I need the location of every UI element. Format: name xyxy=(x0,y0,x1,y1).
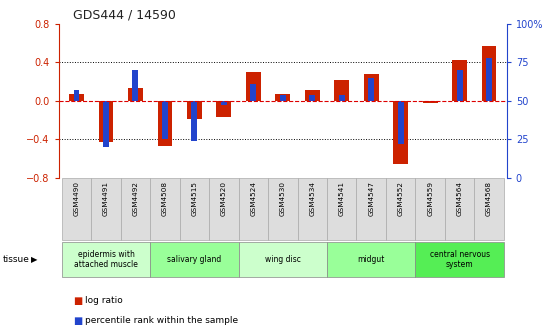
Text: GSM4530: GSM4530 xyxy=(280,181,286,216)
Text: GSM4524: GSM4524 xyxy=(250,181,256,216)
Bar xyxy=(62,178,91,240)
Bar xyxy=(250,84,256,101)
Bar xyxy=(457,70,463,101)
Bar xyxy=(103,101,109,147)
Bar xyxy=(327,178,357,240)
Bar xyxy=(398,101,404,144)
Bar xyxy=(280,95,286,101)
Bar xyxy=(239,178,268,240)
Bar xyxy=(69,94,84,101)
Bar xyxy=(121,178,150,240)
Bar xyxy=(416,178,445,240)
Bar xyxy=(221,101,227,106)
Bar xyxy=(187,101,202,119)
Bar xyxy=(386,178,416,240)
Text: salivary gland: salivary gland xyxy=(167,255,222,264)
Text: ■: ■ xyxy=(73,296,82,306)
Text: GSM4534: GSM4534 xyxy=(309,181,315,216)
Bar xyxy=(309,95,315,101)
Bar xyxy=(217,101,231,117)
Bar xyxy=(486,57,492,101)
Bar xyxy=(192,101,197,141)
Bar xyxy=(246,72,261,101)
Bar xyxy=(209,178,239,240)
Bar xyxy=(73,90,80,101)
Text: GSM4491: GSM4491 xyxy=(103,181,109,216)
Text: GSM4492: GSM4492 xyxy=(132,181,138,216)
Bar xyxy=(150,178,180,240)
Text: GSM4552: GSM4552 xyxy=(398,181,404,216)
Bar xyxy=(364,74,379,101)
Text: GSM4564: GSM4564 xyxy=(456,181,463,216)
Bar xyxy=(393,101,408,164)
Text: central nervous
system: central nervous system xyxy=(430,250,489,269)
Text: midgut: midgut xyxy=(357,255,385,264)
Text: GSM4490: GSM4490 xyxy=(73,181,80,216)
Text: GDS444 / 14590: GDS444 / 14590 xyxy=(73,8,176,22)
Bar xyxy=(482,46,497,101)
Text: percentile rank within the sample: percentile rank within the sample xyxy=(85,317,238,325)
Text: log ratio: log ratio xyxy=(85,296,123,305)
Bar xyxy=(423,101,437,103)
Bar xyxy=(133,70,138,101)
Bar xyxy=(452,60,467,101)
Bar xyxy=(305,90,320,101)
Bar xyxy=(297,178,327,240)
Text: GSM4568: GSM4568 xyxy=(486,181,492,216)
Text: GSM4559: GSM4559 xyxy=(427,181,433,216)
Text: epidermis with
attached muscle: epidermis with attached muscle xyxy=(74,250,138,269)
Text: GSM4520: GSM4520 xyxy=(221,181,227,216)
Bar xyxy=(180,178,209,240)
Bar xyxy=(239,242,327,277)
Bar xyxy=(91,178,121,240)
Text: tissue: tissue xyxy=(3,255,30,264)
Bar xyxy=(150,242,239,277)
Text: GSM4515: GSM4515 xyxy=(192,181,197,216)
Bar xyxy=(162,101,168,139)
Text: wing disc: wing disc xyxy=(265,255,301,264)
Text: GSM4541: GSM4541 xyxy=(339,181,345,216)
Bar xyxy=(276,94,290,101)
Bar xyxy=(445,178,474,240)
Bar xyxy=(368,78,374,101)
Bar xyxy=(157,101,172,146)
Text: ■: ■ xyxy=(73,316,82,326)
Bar xyxy=(416,242,504,277)
Bar xyxy=(268,178,297,240)
Bar xyxy=(334,80,349,101)
Bar xyxy=(339,95,345,101)
Bar xyxy=(357,178,386,240)
Text: GSM4508: GSM4508 xyxy=(162,181,168,216)
Bar xyxy=(62,242,150,277)
Bar xyxy=(474,178,504,240)
Bar xyxy=(128,88,143,101)
Bar xyxy=(327,242,416,277)
Text: GSM4547: GSM4547 xyxy=(368,181,374,216)
Bar xyxy=(99,101,113,142)
Text: ▶: ▶ xyxy=(31,255,38,264)
